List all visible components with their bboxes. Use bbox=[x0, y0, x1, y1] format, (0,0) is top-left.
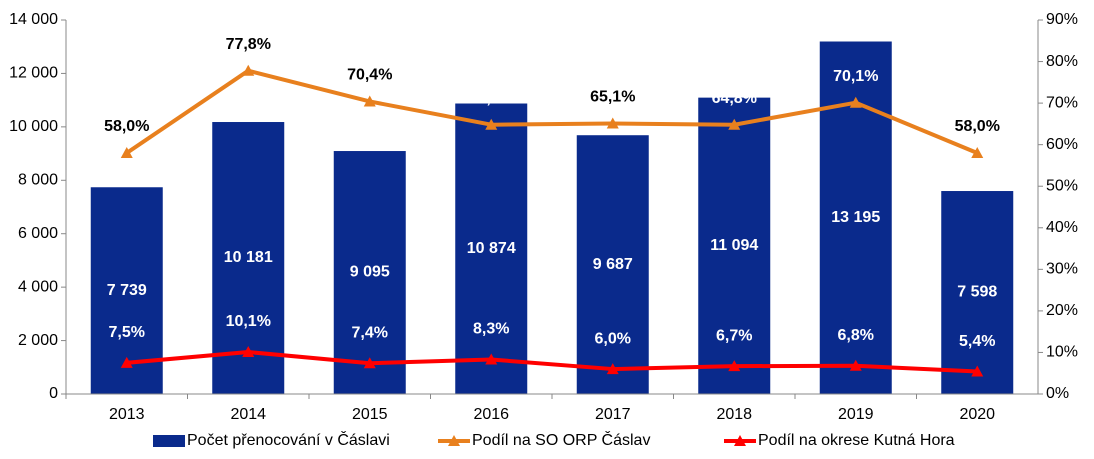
bar-label: 11 094 bbox=[710, 237, 758, 254]
marker bbox=[728, 360, 741, 372]
marker bbox=[242, 346, 255, 358]
line-label: 6,0% bbox=[595, 330, 631, 347]
bar-label: 13 195 bbox=[831, 209, 880, 226]
x-tick-label: 2013 bbox=[109, 406, 145, 423]
marker bbox=[606, 363, 619, 375]
y-tick-label: 12 000 bbox=[9, 65, 58, 82]
line bbox=[126, 350, 978, 374]
x-tick-label: 2019 bbox=[838, 406, 874, 423]
marker bbox=[120, 146, 133, 158]
marker bbox=[971, 365, 984, 377]
y-tick-label: 6 000 bbox=[18, 225, 58, 242]
marker bbox=[606, 117, 619, 129]
y2-tick-label: 90% bbox=[1046, 11, 1078, 28]
marker bbox=[849, 96, 862, 108]
x-tick-label: 2020 bbox=[959, 406, 995, 423]
line-label: 65,1% bbox=[590, 89, 635, 106]
y2-tick-label: 30% bbox=[1046, 261, 1078, 278]
marker bbox=[485, 353, 498, 365]
x-tick-label: 2018 bbox=[716, 406, 752, 423]
marker bbox=[363, 95, 376, 107]
bar-label: 7 739 bbox=[107, 282, 147, 299]
line-label: 58,0% bbox=[955, 118, 1000, 135]
marker bbox=[971, 146, 984, 158]
bar bbox=[698, 97, 771, 394]
line-label: 77,8% bbox=[226, 36, 271, 53]
x-tick-label: 2017 bbox=[595, 406, 631, 423]
line-label: 5,4% bbox=[959, 333, 995, 350]
line-label: 70,1% bbox=[833, 68, 878, 85]
line-label: 7,4% bbox=[352, 324, 388, 341]
marker bbox=[728, 118, 741, 130]
line-label: 7,5% bbox=[109, 324, 145, 341]
x-tick-label: 2016 bbox=[473, 406, 509, 423]
marker bbox=[363, 357, 376, 369]
line bbox=[125, 68, 979, 155]
y2-tick-label: 10% bbox=[1046, 344, 1078, 361]
bar bbox=[941, 191, 1014, 394]
y2-tick-label: 60% bbox=[1046, 136, 1078, 153]
legend-label: Počet přenocování v Čáslavi bbox=[187, 430, 390, 449]
marker bbox=[120, 356, 133, 368]
line-label: 64,8% bbox=[712, 90, 757, 107]
legend-label: Podíl na okrese Kutná Hora bbox=[758, 432, 955, 449]
y2-tick-label: 40% bbox=[1046, 219, 1078, 236]
marker bbox=[485, 118, 498, 130]
bar bbox=[455, 103, 528, 395]
line-label: 6,8% bbox=[838, 327, 874, 344]
legend-swatch bbox=[153, 435, 185, 447]
legend-label: Podíl na SO ORP Čáslav bbox=[472, 430, 650, 449]
bar bbox=[576, 135, 649, 394]
y-tick-label: 8 000 bbox=[18, 172, 58, 189]
line-label: 58,0% bbox=[104, 118, 149, 135]
y-tick-label: 0 bbox=[49, 385, 58, 402]
bar-label: 10 181 bbox=[224, 249, 273, 266]
legend-marker bbox=[734, 435, 746, 446]
bar-label: 10 874 bbox=[467, 240, 516, 257]
y-tick-label: 2 000 bbox=[18, 332, 58, 349]
bar bbox=[333, 151, 406, 394]
y-tick-label: 10 000 bbox=[9, 118, 58, 135]
line-label: 64,8% bbox=[469, 90, 514, 107]
y-tick-label: 4 000 bbox=[18, 278, 58, 295]
bar-label: 9 687 bbox=[593, 256, 633, 273]
x-tick-label: 2014 bbox=[230, 406, 266, 423]
line-label: 6,7% bbox=[716, 327, 752, 344]
y2-tick-label: 70% bbox=[1046, 94, 1078, 111]
y2-tick-label: 50% bbox=[1046, 177, 1078, 194]
line-label: 8,3% bbox=[473, 321, 509, 338]
line-label: 70,4% bbox=[347, 67, 392, 84]
y2-tick-label: 80% bbox=[1046, 53, 1078, 70]
legend-marker bbox=[448, 435, 460, 446]
y2-tick-label: 0% bbox=[1046, 385, 1069, 402]
bar-label: 7 598 bbox=[957, 284, 997, 301]
x-tick-label: 2015 bbox=[352, 406, 388, 423]
y2-tick-label: 20% bbox=[1046, 302, 1078, 319]
line-label: 10,1% bbox=[226, 313, 271, 330]
marker bbox=[242, 64, 255, 76]
marker bbox=[849, 359, 862, 371]
bar-label: 9 095 bbox=[350, 264, 390, 281]
y-tick-label: 14 000 bbox=[9, 11, 58, 28]
